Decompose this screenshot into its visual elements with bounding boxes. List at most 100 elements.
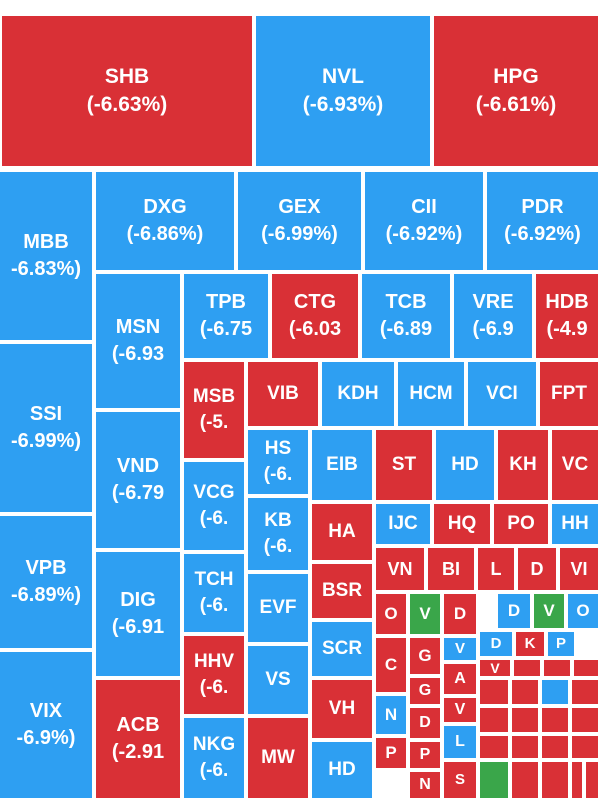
heatmap-tile[interactable] [478,760,510,800]
heatmap-tile[interactable]: V [408,592,442,636]
heatmap-tile[interactable]: HCM [396,360,466,428]
heatmap-tile[interactable]: EIB [310,428,374,502]
heatmap-tile[interactable] [570,734,600,760]
heatmap-tile[interactable] [540,678,570,706]
heatmap-tile[interactable]: V [442,636,478,662]
heatmap-tile[interactable]: MBB -6.83%) [0,170,94,342]
heatmap-tile[interactable]: P [546,630,576,658]
heatmap-tile[interactable] [540,706,570,734]
heatmap-tile[interactable]: HPG (-6.61%) [432,14,600,168]
heatmap-tile[interactable]: HS (-6. [246,428,310,496]
heatmap-tile[interactable] [510,678,540,706]
heatmap-tile[interactable]: NKG (-6. [182,716,246,800]
heatmap-tile[interactable] [570,760,584,800]
heatmap-tile[interactable]: SSI -6.99%) [0,342,94,514]
heatmap-tile[interactable]: P [408,740,442,770]
heatmap-tile[interactable]: HA [310,502,374,562]
heatmap-tile[interactable]: MW [246,716,310,800]
heatmap-tile[interactable]: VH [310,678,374,740]
heatmap-tile[interactable]: HHV (-6. [182,634,246,716]
heatmap-tile[interactable] [570,678,600,706]
heatmap-tile[interactable]: DXG (-6.86%) [94,170,236,272]
heatmap-tile[interactable]: HD [310,740,374,800]
heatmap-tile[interactable] [572,658,600,678]
heatmap-tile[interactable]: HH [550,502,600,546]
percent-change: (-6. [199,508,229,529]
heatmap-tile[interactable]: VS [246,644,310,716]
heatmap-tile[interactable]: L [476,546,516,592]
heatmap-tile[interactable] [478,678,510,706]
heatmap-tile[interactable]: D [516,546,558,592]
heatmap-tile[interactable]: EVF [246,572,310,644]
heatmap-tile[interactable]: PO [492,502,550,546]
heatmap-tile[interactable]: O [566,592,600,630]
heatmap-tile[interactable] [478,734,510,760]
heatmap-tile[interactable]: V [532,592,566,630]
heatmap-tile[interactable]: MSB (-5. [182,360,246,460]
heatmap-tile[interactable]: VIB [246,360,320,428]
heatmap-tile[interactable]: ACB (-2.91 [94,678,182,800]
heatmap-tile[interactable]: FPT [538,360,600,428]
heatmap-tile[interactable]: NVL (-6.93%) [254,14,432,168]
heatmap-tile[interactable]: KB (-6. [246,496,310,572]
heatmap-tile[interactable]: VN [374,546,426,592]
heatmap-tile[interactable]: SCR [310,620,374,678]
heatmap-tile[interactable]: L [442,724,478,760]
heatmap-tile[interactable]: IJC [374,502,432,546]
heatmap-tile[interactable]: CII (-6.92%) [363,170,485,272]
heatmap-tile[interactable]: A [442,662,478,696]
heatmap-tile[interactable]: ST [374,428,434,502]
heatmap-tile[interactable]: C [374,636,408,694]
heatmap-tile[interactable]: D [408,706,442,740]
heatmap-tile[interactable]: G [408,676,442,706]
heatmap-tile[interactable] [570,706,600,734]
heatmap-tile[interactable]: D [442,592,478,636]
heatmap-tile[interactable]: MSN (-6.93 [94,272,182,410]
heatmap-tile[interactable]: TPB (-6.75 [182,272,270,360]
ticker-symbol: HA [328,521,356,543]
heatmap-tile[interactable]: N [408,770,442,800]
heatmap-tile[interactable]: V [478,658,512,678]
heatmap-tile[interactable] [542,658,572,678]
heatmap-tile[interactable]: VCI [466,360,538,428]
heatmap-tile[interactable]: GEX (-6.99%) [236,170,363,272]
heatmap-tile[interactable]: D [478,630,514,658]
heatmap-tile[interactable]: HQ [432,502,492,546]
heatmap-tile[interactable]: N [374,694,408,736]
heatmap-tile[interactable]: VRE (-6.9 [452,272,534,360]
heatmap-tile[interactable] [540,760,570,800]
heatmap-tile[interactable] [510,734,540,760]
heatmap-tile[interactable]: KDH [320,360,396,428]
heatmap-tile[interactable]: VCG (-6. [182,460,246,552]
heatmap-tile[interactable] [512,658,542,678]
heatmap-tile[interactable]: VC [550,428,600,502]
heatmap-tile[interactable]: BI [426,546,476,592]
heatmap-tile[interactable] [540,734,570,760]
heatmap-tile[interactable]: SHB (-6.63%) [0,14,254,168]
heatmap-tile[interactable]: K [514,630,546,658]
heatmap-tile[interactable]: VND (-6.79 [94,410,182,550]
heatmap-tile[interactable]: HD [434,428,496,502]
heatmap-tile[interactable]: VI [558,546,600,592]
heatmap-tile[interactable]: TCH (-6. [182,552,246,634]
heatmap-tile[interactable] [584,760,600,800]
heatmap-tile[interactable]: VIX -6.9%) [0,650,94,800]
heatmap-tile[interactable]: BSR [310,562,374,620]
heatmap-tile[interactable] [510,760,540,800]
heatmap-tile[interactable] [510,706,540,734]
heatmap-tile[interactable]: V [442,696,478,724]
heatmap-tile[interactable]: HDB (-4.9 [534,272,600,360]
heatmap-tile[interactable]: PDR (-6.92%) [485,170,600,272]
heatmap-tile[interactable]: G [408,636,442,676]
heatmap-tile[interactable]: S [442,760,478,800]
heatmap-tile[interactable]: VPB -6.89%) [0,514,94,650]
heatmap-tile[interactable]: O [374,592,408,636]
heatmap-tile[interactable] [478,706,510,734]
heatmap-tile[interactable]: CTG (-6.03 [270,272,360,360]
heatmap-tile[interactable]: TCB (-6.89 [360,272,452,360]
heatmap-tile[interactable]: DIG (-6.91 [94,550,182,678]
heatmap-tile[interactable]: P [374,736,408,770]
ticker-symbol: SSI [29,403,63,425]
heatmap-tile[interactable]: KH [496,428,550,502]
heatmap-tile[interactable]: D [496,592,532,630]
